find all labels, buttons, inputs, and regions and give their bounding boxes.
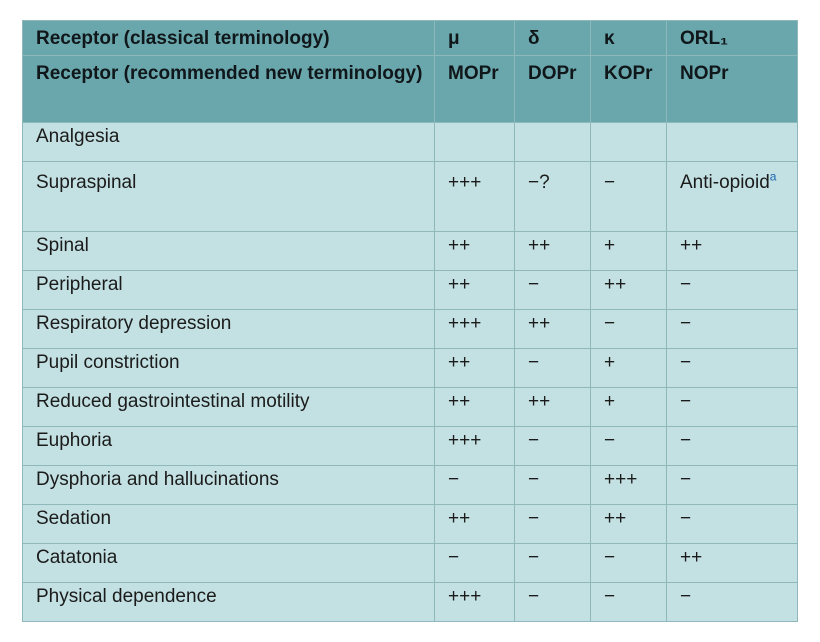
mu-cell: ++ <box>435 271 515 310</box>
effect-cell: Peripheral <box>23 271 435 310</box>
orl-cell: − <box>667 271 798 310</box>
table-row: Pupil constriction ++ − + − <box>23 349 798 388</box>
kappa-cell: − <box>591 544 667 583</box>
delta-cell: ++ <box>515 232 591 271</box>
orl-cell: − <box>667 310 798 349</box>
table-header: Receptor (classical terminology) μ δ κ O… <box>23 21 798 123</box>
mu-cell: +++ <box>435 162 515 232</box>
kappa-cell: − <box>591 583 667 622</box>
mu-cell: ++ <box>435 232 515 271</box>
header-row-new: Receptor (recommended new terminology) M… <box>23 56 798 123</box>
table-body: Analgesia Supraspinal +++ −? − Anti-opio… <box>23 123 798 622</box>
mu-cell: − <box>435 544 515 583</box>
table-row: Dysphoria and hallucinations − − +++ − <box>23 466 798 505</box>
header-mopr: MOPr <box>435 56 515 123</box>
mu-cell: ++ <box>435 388 515 427</box>
header-nopr: NOPr <box>667 56 798 123</box>
header-orl: ORL₁ <box>667 21 798 56</box>
kappa-cell: − <box>591 310 667 349</box>
mu-cell: +++ <box>435 583 515 622</box>
delta-cell: − <box>515 349 591 388</box>
delta-cell <box>515 123 591 162</box>
delta-cell: − <box>515 427 591 466</box>
kappa-cell: + <box>591 349 667 388</box>
mu-cell <box>435 123 515 162</box>
delta-cell: − <box>515 466 591 505</box>
header-row-classical: Receptor (classical terminology) μ δ κ O… <box>23 21 798 56</box>
delta-cell: ++ <box>515 310 591 349</box>
footnote-marker[interactable]: a <box>770 170 777 184</box>
effect-cell: Spinal <box>23 232 435 271</box>
mu-cell: +++ <box>435 310 515 349</box>
orl-cell <box>667 123 798 162</box>
effect-cell: Dysphoria and hallucinations <box>23 466 435 505</box>
orl-cell: − <box>667 466 798 505</box>
kappa-cell <box>591 123 667 162</box>
table-row: Respiratory depression +++ ++ − − <box>23 310 798 349</box>
orl-cell: − <box>667 583 798 622</box>
kappa-cell: + <box>591 232 667 271</box>
mu-cell: − <box>435 466 515 505</box>
mu-cell: ++ <box>435 505 515 544</box>
effect-cell: Respiratory depression <box>23 310 435 349</box>
kappa-cell: − <box>591 162 667 232</box>
receptor-effects-table: Receptor (classical terminology) μ δ κ O… <box>22 20 798 622</box>
effect-cell: Sedation <box>23 505 435 544</box>
mu-cell: +++ <box>435 427 515 466</box>
kappa-cell: +++ <box>591 466 667 505</box>
header-delta: δ <box>515 21 591 56</box>
table-row: Reduced gastrointestinal motility ++ ++ … <box>23 388 798 427</box>
table-row: Supraspinal +++ −? − Anti-opioida <box>23 162 798 232</box>
effect-cell: Pupil constriction <box>23 349 435 388</box>
orl-cell: − <box>667 388 798 427</box>
table-row: Peripheral ++ − ++ − <box>23 271 798 310</box>
effect-cell: Reduced gastrointestinal motility <box>23 388 435 427</box>
header-mu: μ <box>435 21 515 56</box>
effect-cell: Supraspinal <box>23 162 435 232</box>
orl-cell: ++ <box>667 232 798 271</box>
orl-cell: − <box>667 427 798 466</box>
orl-cell: Anti-opioida <box>667 162 798 232</box>
table-row: Physical dependence +++ − − − <box>23 583 798 622</box>
effect-cell: Analgesia <box>23 123 435 162</box>
header-kopr: KOPr <box>591 56 667 123</box>
kappa-cell: ++ <box>591 505 667 544</box>
table-row: Sedation ++ − ++ − <box>23 505 798 544</box>
table-row: Euphoria +++ − − − <box>23 427 798 466</box>
orl-cell: ++ <box>667 544 798 583</box>
table-row: Spinal ++ ++ + ++ <box>23 232 798 271</box>
effect-cell: Physical dependence <box>23 583 435 622</box>
table-row: Catatonia − − − ++ <box>23 544 798 583</box>
delta-cell: − <box>515 271 591 310</box>
kappa-cell: ++ <box>591 271 667 310</box>
orl-value: Anti-opioid <box>680 172 770 193</box>
kappa-cell: − <box>591 427 667 466</box>
orl-cell: − <box>667 505 798 544</box>
header-dopr: DOPr <box>515 56 591 123</box>
orl-cell: − <box>667 349 798 388</box>
header-label-classical: Receptor (classical terminology) <box>23 21 435 56</box>
delta-cell: − <box>515 583 591 622</box>
effect-cell: Catatonia <box>23 544 435 583</box>
table-row: Analgesia <box>23 123 798 162</box>
delta-cell: − <box>515 544 591 583</box>
delta-cell: −? <box>515 162 591 232</box>
delta-cell: − <box>515 505 591 544</box>
effect-cell: Euphoria <box>23 427 435 466</box>
delta-cell: ++ <box>515 388 591 427</box>
kappa-cell: + <box>591 388 667 427</box>
header-kappa: κ <box>591 21 667 56</box>
header-label-new: Receptor (recommended new terminology) <box>23 56 435 123</box>
mu-cell: ++ <box>435 349 515 388</box>
